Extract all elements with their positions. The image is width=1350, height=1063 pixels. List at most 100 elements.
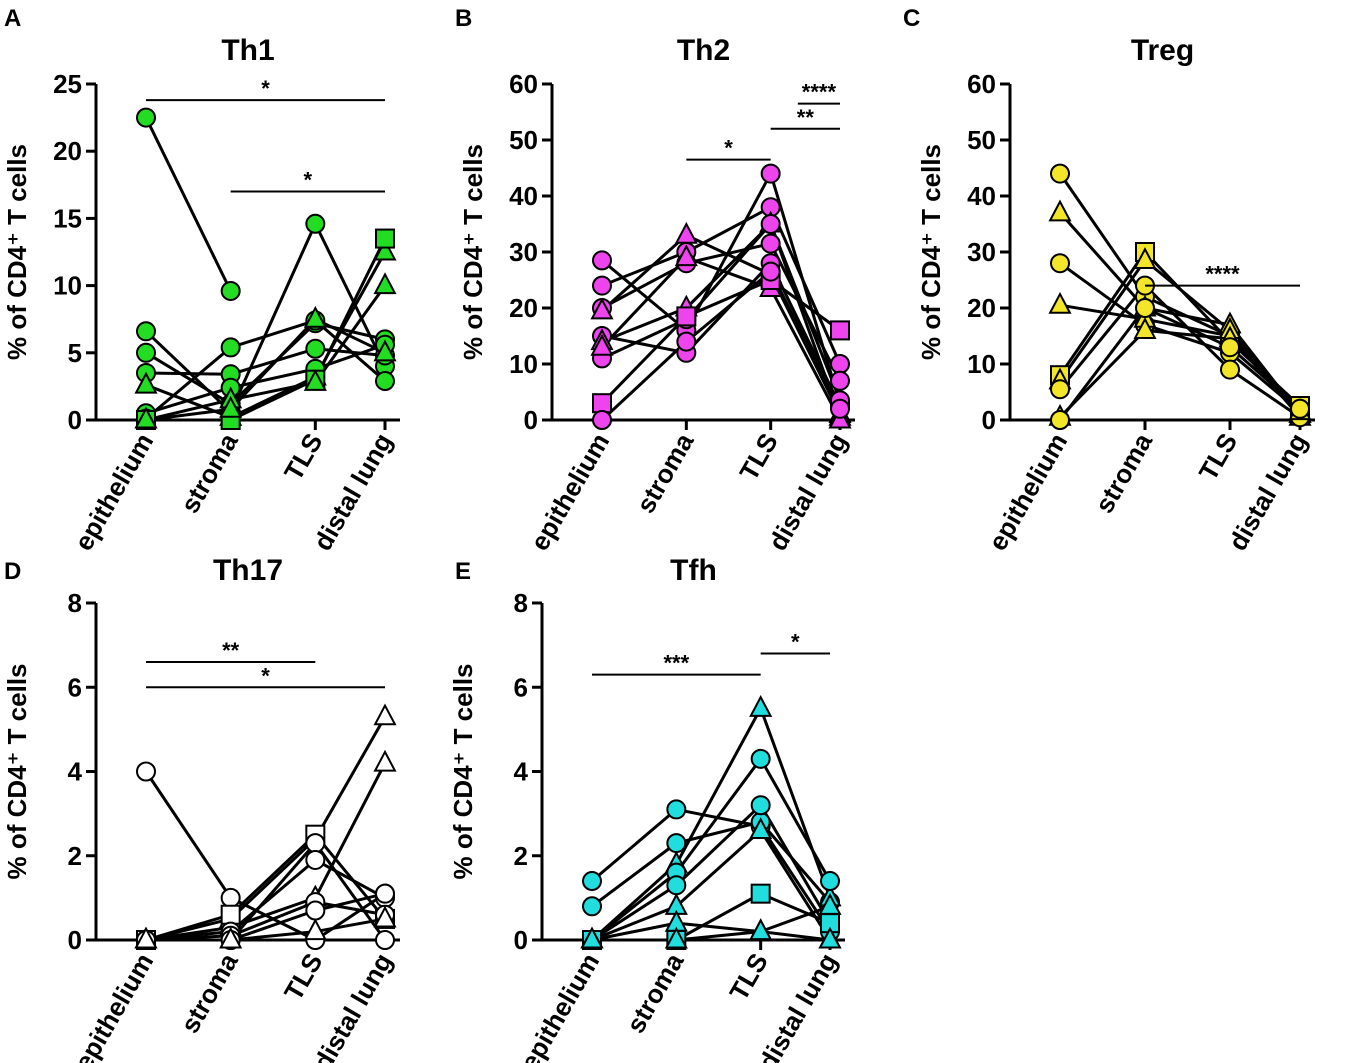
data-point: [582, 896, 602, 917]
y-tick-label: 20: [967, 293, 996, 323]
y-tick-label: 0: [68, 925, 82, 955]
data-point: [592, 410, 612, 430]
y-axis-label: % of CD4⁺ T cells: [2, 144, 32, 360]
data-point: [592, 275, 612, 296]
significance-label: *: [261, 663, 270, 688]
significance-label: *: [304, 168, 313, 193]
data-point: [136, 342, 156, 363]
data-point: [1050, 410, 1070, 430]
data-point: [1220, 337, 1240, 358]
significance-label: *: [791, 630, 800, 655]
series-line: [600, 233, 842, 416]
data-point: [220, 887, 241, 908]
series-line: [145, 858, 386, 942]
series-markers: [580, 695, 842, 950]
data-point: [749, 817, 773, 840]
series-line: [145, 762, 387, 942]
y-tick-label: 0: [68, 405, 82, 435]
y-tick-label: 40: [509, 181, 538, 211]
y-tick-label: 4: [68, 757, 83, 787]
series-markers: [134, 107, 397, 430]
data-point: [303, 305, 327, 328]
data-point: [136, 761, 156, 782]
y-axis-label: % of CD4⁺ T cells: [916, 144, 946, 360]
series-lines: [1058, 172, 1302, 421]
x-tick-label: TLS: [278, 428, 329, 486]
data-point: [750, 795, 771, 816]
data-point: [664, 926, 688, 949]
data-point: [749, 695, 773, 717]
series-lines: [144, 116, 387, 422]
series-line: [592, 930, 831, 942]
panel-letter: D: [4, 558, 21, 585]
y-tick-label: 25: [53, 69, 82, 99]
series-line: [145, 317, 386, 422]
significance-label: ***: [663, 651, 689, 676]
series-line: [146, 237, 387, 422]
data-point: [760, 261, 781, 282]
y-tick-label: 8: [514, 588, 528, 618]
significance-label: *: [261, 76, 270, 101]
data-point: [582, 871, 602, 892]
data-point: [375, 371, 395, 392]
x-tick-label: stroma: [175, 948, 245, 1039]
data-point: [674, 221, 698, 244]
series-line: [145, 715, 387, 942]
y-tick-label: 15: [53, 203, 82, 233]
y-tick-label: 0: [514, 925, 528, 955]
data-point: [134, 371, 158, 394]
series-markers: [134, 703, 397, 950]
significance-label: ****: [802, 80, 837, 105]
series-lines: [144, 715, 387, 942]
y-tick-label: 30: [509, 237, 538, 267]
y-axis-label: % of CD4⁺ T cells: [448, 664, 478, 880]
y-tick-label: 5: [68, 338, 82, 368]
data-point: [750, 748, 771, 769]
y-tick-label: 8: [68, 588, 82, 618]
y-tick-label: 10: [967, 349, 996, 379]
significance-label: **: [797, 105, 815, 130]
data-point: [303, 918, 327, 941]
data-point: [750, 883, 771, 904]
y-tick-label: 6: [68, 672, 82, 702]
series-line: [145, 284, 387, 422]
series-lines: [600, 172, 842, 422]
data-point: [1133, 317, 1157, 339]
data-point: [830, 370, 850, 391]
data-point: [373, 238, 397, 261]
y-tick-label: 40: [967, 181, 996, 211]
panel-a: A Th1 % of CD4⁺ T cells 0 5 10 15 20 25 epitheliu…: [2, 5, 400, 556]
data-point: [375, 228, 395, 249]
y-tick-label: 50: [509, 125, 538, 155]
series-line: [600, 270, 842, 422]
data-point: [1048, 199, 1072, 222]
y-tick-label: 60: [509, 69, 538, 99]
data-point: [305, 833, 326, 854]
chart-title: Th1: [221, 34, 274, 67]
data-point: [375, 930, 395, 950]
data-point: [373, 905, 397, 928]
panel-b: B Th2 % of CD4⁺ T cells 0 10 20 30 40 50 60 epithe…: [455, 5, 855, 556]
data-point: [373, 703, 397, 726]
data-point: [220, 337, 241, 358]
data-point: [666, 799, 687, 820]
data-point: [749, 918, 773, 941]
series-line: [1058, 211, 1302, 416]
data-point: [219, 395, 243, 418]
chart-title: Th17: [213, 554, 283, 587]
y-tick-label: 50: [967, 125, 996, 155]
series-line: [145, 343, 386, 415]
data-point: [220, 904, 241, 925]
data-point: [592, 393, 612, 414]
data-point: [1135, 298, 1155, 318]
data-point: [666, 833, 687, 854]
chart-title: Treg: [1131, 34, 1194, 67]
series-line: [591, 757, 832, 942]
x-tick-label: TLS: [733, 428, 784, 486]
series-line: [591, 904, 831, 942]
x-tick-label: stroma: [620, 948, 690, 1039]
x-tick-label: epithelium: [524, 428, 615, 556]
data-point: [676, 331, 697, 352]
y-axis-label: % of CD4⁺ T cells: [458, 144, 488, 360]
